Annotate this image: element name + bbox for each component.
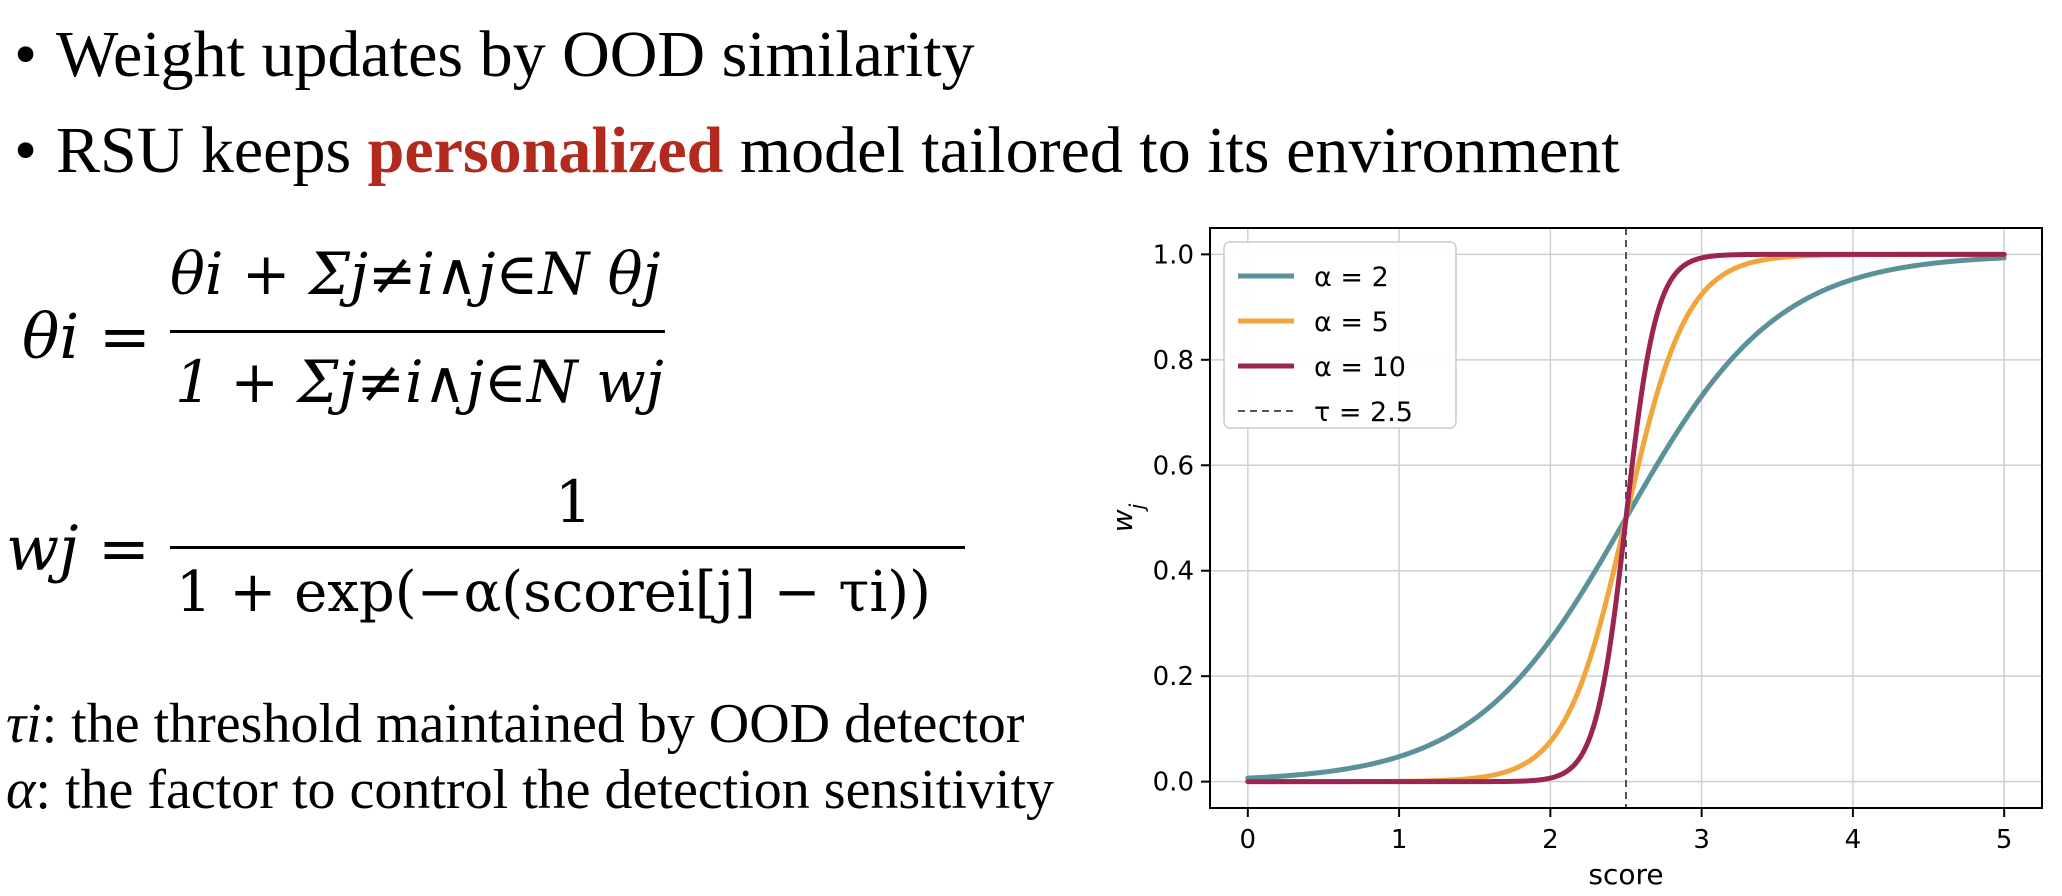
theta-lhs: θi =	[22, 300, 151, 373]
legend-label: τ = 2.5	[1314, 397, 1413, 428]
x-tick-label: 5	[1996, 825, 2013, 855]
bullet-2-post: model tailored to its environment	[723, 114, 1620, 187]
y-tick-label: 0.0	[1153, 768, 1194, 798]
theta-fraction-bar	[170, 330, 665, 333]
legend-label: α = 5	[1314, 307, 1389, 338]
x-tick-label: 2	[1542, 825, 1559, 855]
definition-tau: τi: the threshold maintained by OOD dete…	[6, 696, 1024, 752]
chart-ticks: 0 1 2 3 4 5 0.0 0.2 0.4 0.6 0.8 1.0	[1153, 240, 2013, 855]
chart-legend: α = 2 α = 5 α = 10 τ = 2.5	[1223, 241, 1457, 429]
definition-tau-symbol: τi	[6, 693, 42, 755]
x-tick-label: 3	[1693, 825, 1710, 855]
bullet-2-accent: personalized	[367, 114, 724, 187]
bullet-dot: •	[14, 114, 38, 187]
theta-numerator: θi + Σj≠i∧j∈N θj	[170, 240, 661, 308]
x-tick-label: 4	[1845, 825, 1862, 855]
theta-denominator: 1 + Σj≠i∧j∈N wj	[175, 348, 664, 416]
bullet-1: • Weight updates by OOD similarity	[14, 22, 975, 88]
definition-alpha-text: : the factor to control the detection se…	[35, 759, 1055, 821]
chart-curves	[1245, 251, 2007, 785]
y-tick-label: 1.0	[1153, 240, 1194, 270]
weight-fraction-bar	[170, 546, 965, 549]
legend-label: α = 2	[1314, 262, 1389, 293]
weight-numerator: 1	[555, 468, 592, 536]
y-tick-label: 0.2	[1153, 662, 1194, 692]
series-line-alpha-10	[1245, 251, 2007, 785]
definition-alpha-symbol: α	[6, 759, 36, 821]
x-tick-label: 1	[1391, 825, 1408, 855]
y-axis-label: wj	[1106, 503, 1149, 532]
weight-lhs-text: wj	[6, 512, 79, 585]
bullet-1-text: Weight updates by OOD similarity	[56, 18, 975, 91]
legend-box	[1223, 241, 1457, 429]
definition-alpha: α: the factor to control the detection s…	[6, 762, 1054, 818]
y-tick-label: 0.8	[1153, 346, 1194, 376]
bullet-dot: •	[14, 18, 38, 91]
plot-frame	[1209, 227, 2043, 809]
bullet-2-pre: RSU keeps	[56, 114, 368, 187]
x-tick-label: 0	[1240, 825, 1257, 855]
weight-lhs: wj =	[6, 512, 150, 585]
definition-tau-text: : the threshold maintained by OOD detect…	[41, 693, 1025, 755]
x-axis-label: score	[1588, 858, 1663, 891]
y-tick-label: 0.4	[1153, 557, 1194, 587]
bullet-2: • RSU keeps personalized model tailored t…	[14, 118, 1620, 184]
weight-denominator: 1 + exp(−α(scorei[j] − τi))	[176, 560, 931, 625]
legend-label: α = 10	[1314, 352, 1406, 383]
theta-lhs-text: θi	[22, 300, 80, 373]
y-tick-label: 0.6	[1153, 451, 1194, 481]
